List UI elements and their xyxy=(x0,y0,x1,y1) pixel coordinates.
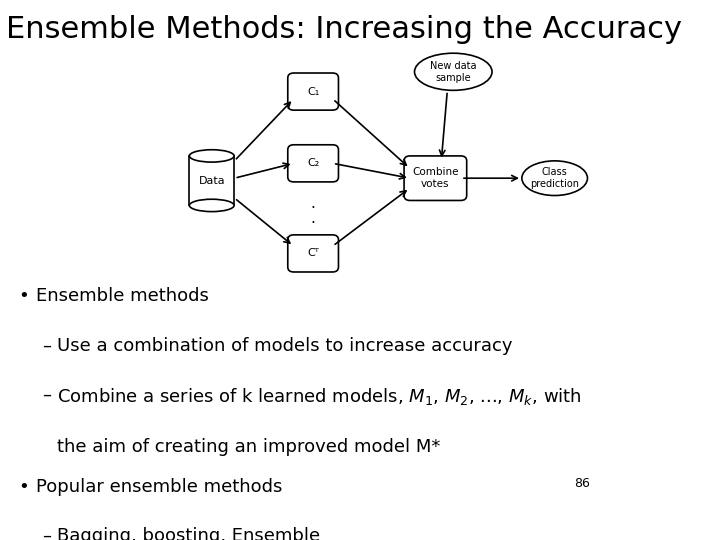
FancyBboxPatch shape xyxy=(404,156,467,200)
FancyBboxPatch shape xyxy=(288,145,338,182)
Text: •: • xyxy=(18,478,29,496)
Text: Combine
votes: Combine votes xyxy=(412,167,459,189)
Text: –: – xyxy=(42,386,50,404)
Text: Cᵀ: Cᵀ xyxy=(307,248,319,259)
Ellipse shape xyxy=(415,53,492,90)
Text: •: • xyxy=(18,287,29,305)
Text: Ensemble methods: Ensemble methods xyxy=(36,287,209,305)
Text: Combine a series of k learned models, $M_1$, $M_2$, ..., $M_k$, with: Combine a series of k learned models, $M… xyxy=(57,386,582,407)
FancyBboxPatch shape xyxy=(189,156,234,205)
Text: Bagging, boosting, Ensemble: Bagging, boosting, Ensemble xyxy=(57,527,320,540)
Text: –: – xyxy=(42,336,50,355)
Text: C₂: C₂ xyxy=(307,158,319,168)
Text: .: . xyxy=(311,196,315,211)
Text: Ensemble Methods: Increasing the Accuracy: Ensemble Methods: Increasing the Accurac… xyxy=(6,15,682,44)
Text: 86: 86 xyxy=(575,477,590,490)
Text: Use a combination of models to increase accuracy: Use a combination of models to increase … xyxy=(57,336,512,355)
FancyBboxPatch shape xyxy=(288,235,338,272)
Ellipse shape xyxy=(189,199,234,212)
Ellipse shape xyxy=(522,161,588,195)
Text: Data: Data xyxy=(199,176,225,186)
Text: C₁: C₁ xyxy=(307,86,319,97)
Text: Class
prediction: Class prediction xyxy=(530,167,579,189)
Text: the aim of creating an improved model M*: the aim of creating an improved model M* xyxy=(57,438,440,456)
Text: .: . xyxy=(311,211,315,226)
FancyBboxPatch shape xyxy=(288,73,338,110)
Text: Popular ensemble methods: Popular ensemble methods xyxy=(36,478,282,496)
Text: New data
sample: New data sample xyxy=(430,61,477,83)
Text: –: – xyxy=(42,527,50,540)
Ellipse shape xyxy=(189,150,234,162)
